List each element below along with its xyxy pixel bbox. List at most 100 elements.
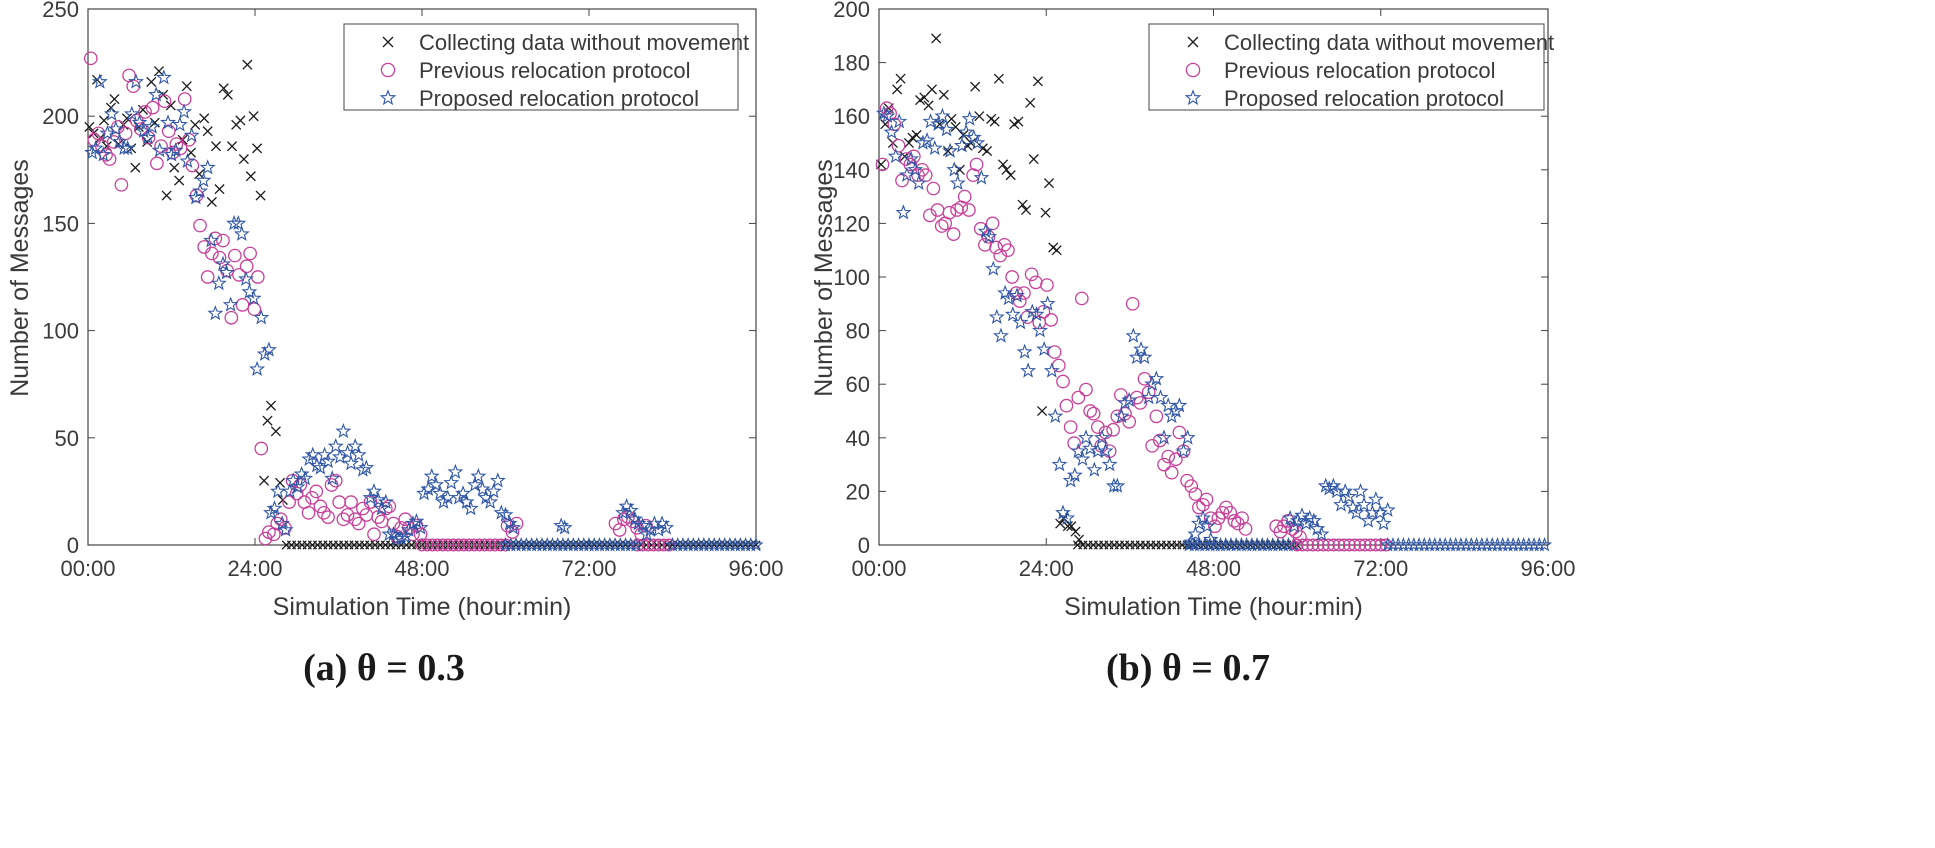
data-point bbox=[218, 264, 235, 280]
data-point bbox=[249, 360, 266, 376]
data-point bbox=[1157, 457, 1171, 472]
data-point bbox=[193, 218, 207, 233]
data-point bbox=[91, 126, 106, 141]
baseline-marker bbox=[1322, 538, 1335, 552]
baseline-marker bbox=[488, 538, 502, 552]
baseline-run-3 bbox=[1380, 537, 1553, 552]
data-point bbox=[1036, 340, 1053, 357]
data-point bbox=[351, 516, 366, 531]
y-tick-label: 250 bbox=[42, 0, 79, 22]
data-point bbox=[895, 73, 906, 84]
data-point bbox=[1379, 501, 1396, 517]
data-point bbox=[1044, 313, 1058, 327]
series-1 bbox=[875, 101, 1307, 544]
data-point bbox=[1101, 456, 1118, 472]
data-point bbox=[118, 126, 133, 141]
data-point bbox=[216, 233, 230, 248]
data-point bbox=[946, 161, 963, 177]
data-point bbox=[443, 474, 460, 490]
baseline-run-2 bbox=[1290, 538, 1393, 552]
baseline-marker bbox=[743, 537, 759, 552]
data-point bbox=[107, 120, 124, 136]
baseline-marker bbox=[1295, 538, 1309, 552]
y-tick-label: 100 bbox=[833, 265, 870, 290]
data-point bbox=[1071, 390, 1086, 405]
baseline-marker bbox=[431, 538, 445, 552]
data-point bbox=[556, 519, 573, 535]
data-point bbox=[1001, 164, 1012, 175]
data-point bbox=[181, 81, 192, 92]
data-point bbox=[183, 127, 200, 143]
data-point bbox=[111, 133, 128, 149]
data-point bbox=[961, 110, 978, 126]
data-point bbox=[1079, 382, 1093, 397]
data-point bbox=[1063, 420, 1078, 434]
data-point bbox=[313, 499, 328, 514]
y-tick-label: 0 bbox=[858, 533, 870, 558]
data-point bbox=[245, 290, 262, 306]
data-point bbox=[317, 505, 331, 520]
legend-marker bbox=[1185, 62, 1201, 78]
data-point bbox=[1202, 531, 1219, 547]
data-point bbox=[237, 270, 254, 286]
data-point bbox=[887, 148, 904, 164]
legend-marker bbox=[1187, 36, 1199, 48]
data-point bbox=[462, 500, 479, 516]
data-point bbox=[1106, 422, 1121, 437]
data-point bbox=[1032, 76, 1043, 87]
data-point bbox=[926, 139, 943, 156]
data-point bbox=[274, 477, 286, 488]
data-point bbox=[926, 84, 938, 95]
data-point bbox=[1375, 515, 1392, 531]
data-point bbox=[1183, 533, 1200, 550]
data-point bbox=[474, 480, 491, 497]
data-point bbox=[343, 455, 359, 471]
data-point bbox=[1070, 526, 1081, 537]
data-point bbox=[258, 531, 273, 546]
data-point bbox=[131, 114, 148, 130]
data-point bbox=[1121, 391, 1138, 408]
data-point bbox=[926, 181, 941, 196]
data-point bbox=[1169, 452, 1183, 467]
baseline-marker bbox=[1536, 537, 1553, 552]
data-point bbox=[923, 208, 937, 223]
data-point bbox=[954, 164, 965, 175]
data-point bbox=[250, 270, 265, 284]
data-point bbox=[1013, 116, 1024, 127]
legend-marker bbox=[1184, 89, 1202, 106]
data-point bbox=[1145, 438, 1160, 453]
data-point bbox=[199, 113, 210, 124]
data-point bbox=[892, 84, 903, 95]
data-point bbox=[262, 415, 273, 426]
data-point bbox=[981, 228, 998, 244]
data-point bbox=[1059, 398, 1074, 413]
data-point bbox=[245, 171, 256, 182]
y-tick-label: 140 bbox=[833, 158, 870, 183]
data-point bbox=[377, 493, 394, 509]
baseline-marker bbox=[1358, 538, 1372, 552]
data-point bbox=[84, 121, 95, 132]
data-point bbox=[254, 441, 269, 456]
data-point bbox=[98, 115, 110, 126]
data-point bbox=[1082, 440, 1099, 456]
data-point bbox=[167, 142, 184, 158]
legend-entry-label: Proposed relocation protocol bbox=[1224, 86, 1504, 111]
y-tick-label: 20 bbox=[846, 479, 870, 504]
data-point bbox=[1113, 388, 1128, 402]
data-point bbox=[450, 489, 467, 505]
data-point bbox=[1122, 414, 1137, 429]
baseline-marker bbox=[478, 538, 492, 552]
data-point bbox=[883, 123, 900, 140]
data-point bbox=[412, 519, 429, 535]
data-point bbox=[981, 145, 993, 157]
data-point bbox=[226, 215, 243, 231]
data-point bbox=[1001, 243, 1015, 258]
data-point bbox=[1238, 522, 1253, 536]
data-point bbox=[1156, 429, 1172, 445]
data-point bbox=[1004, 306, 1021, 322]
data-point bbox=[1028, 154, 1039, 165]
data-point bbox=[344, 495, 358, 509]
data-point bbox=[161, 124, 176, 139]
data-point bbox=[1039, 295, 1056, 311]
data-point bbox=[946, 113, 957, 124]
